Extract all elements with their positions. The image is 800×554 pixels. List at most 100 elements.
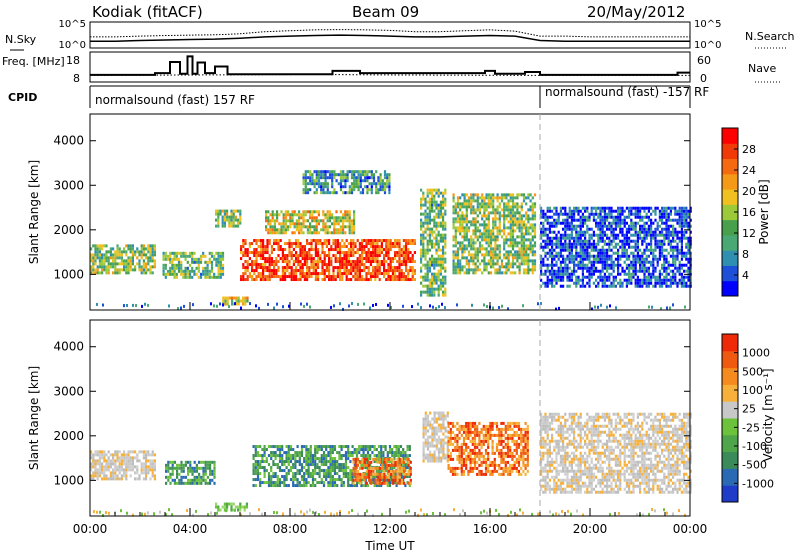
power-cell [650, 278, 653, 282]
power-cell [92, 271, 95, 275]
power-cell [518, 265, 521, 269]
power-cell [118, 253, 121, 257]
power-cell [98, 250, 101, 254]
velocity-cell [142, 471, 145, 475]
power-cell [614, 221, 617, 225]
power-cell [271, 219, 274, 223]
power-cell [603, 254, 606, 258]
power-cell [273, 219, 276, 223]
power-cell [273, 269, 276, 273]
power-cell [667, 224, 670, 228]
power-cell [344, 176, 347, 180]
power-cell [314, 278, 317, 282]
power-cell [428, 242, 431, 246]
power-cell [601, 284, 604, 288]
power-cell [123, 247, 126, 251]
velocity-cell [307, 469, 310, 473]
velocity-cell [134, 477, 137, 481]
power-cell [182, 269, 185, 273]
power-cell [472, 247, 475, 251]
power-cell [302, 179, 305, 183]
power-cell [142, 268, 145, 272]
power-cell [586, 206, 589, 210]
power-cell [672, 263, 675, 267]
power-cell [398, 245, 401, 249]
power-cell [346, 225, 349, 229]
power-cell [278, 228, 281, 232]
power-cell [463, 217, 466, 221]
velocity-cell [322, 484, 326, 488]
power-cell [610, 248, 613, 252]
power-cell [606, 305, 608, 309]
power-cell [507, 226, 510, 230]
power-cell [683, 212, 686, 216]
power-cell [485, 262, 488, 266]
power-cell [273, 275, 276, 279]
power-cell [273, 248, 276, 252]
power-cell [242, 302, 245, 306]
power-cell [290, 257, 293, 261]
power-cell [595, 221, 598, 225]
power-cell [608, 272, 611, 276]
power-cell [500, 271, 504, 275]
power-cell [114, 271, 117, 275]
power-cell [546, 233, 549, 237]
power-cell [650, 251, 653, 255]
power-cell [683, 254, 686, 258]
velocity-cell [145, 456, 148, 460]
power-cell [476, 214, 479, 218]
power-cell [313, 170, 316, 174]
power-cell [332, 254, 335, 258]
velocity-cell [167, 466, 170, 470]
power-cell [433, 275, 436, 279]
power-cell [630, 281, 633, 285]
power-cell [202, 269, 205, 273]
power-cell [496, 256, 499, 260]
power-cell [465, 202, 468, 206]
power-cell [581, 230, 584, 234]
power-cell [346, 210, 349, 214]
power-cell [674, 278, 677, 282]
power-cell [287, 210, 290, 214]
velocity-cell [165, 481, 168, 485]
power-cell [647, 233, 650, 237]
velocity-cell [289, 466, 293, 470]
velocity-cell [287, 460, 290, 464]
velocity-cell [189, 463, 192, 467]
power-cell [344, 185, 347, 189]
velocity-cell [298, 460, 301, 464]
power-cell [422, 239, 425, 243]
power-cell [689, 254, 692, 258]
power-cell [177, 263, 181, 267]
power-cell [246, 260, 249, 264]
power-cell [268, 266, 271, 270]
velocity-cell [149, 465, 152, 469]
power-cell [652, 263, 655, 267]
power-cell [287, 225, 290, 229]
power-cell [498, 214, 501, 218]
power-cell [639, 281, 642, 285]
velocity-cell [263, 448, 266, 452]
power-cell [509, 232, 512, 236]
power-cell [355, 185, 358, 189]
power-cell [282, 231, 285, 235]
power-cell [632, 206, 635, 210]
power-cell [334, 242, 337, 246]
power-cell [370, 176, 373, 180]
power-cell [476, 238, 479, 242]
power-cell [184, 251, 187, 255]
power-cell [112, 247, 115, 251]
velocity-cell [213, 481, 216, 485]
power-cell [654, 266, 657, 270]
power-cell [461, 202, 464, 206]
power-cell [317, 263, 320, 267]
power-cell [367, 260, 370, 264]
power-cell [568, 221, 571, 225]
power-cell [118, 262, 121, 266]
power-cell [315, 231, 318, 235]
power-cell [151, 244, 154, 248]
power-cell [387, 242, 390, 246]
power-cell [333, 304, 335, 308]
power-cell [109, 265, 112, 269]
velocity-cell [300, 463, 304, 467]
